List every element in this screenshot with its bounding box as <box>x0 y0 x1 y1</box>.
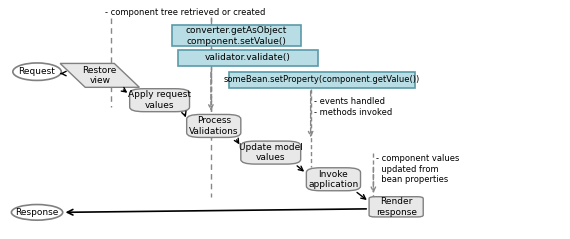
Text: validator.validate(): validator.validate() <box>205 53 291 62</box>
Text: Update model
values: Update model values <box>239 143 303 162</box>
Text: Process
Validations: Process Validations <box>189 116 238 136</box>
Text: Response: Response <box>15 208 59 217</box>
Text: Apply request
values: Apply request values <box>128 91 191 110</box>
Text: Invoke
application: Invoke application <box>308 169 359 189</box>
Text: - events handled
- methods invoked: - events handled - methods invoked <box>314 98 392 117</box>
FancyBboxPatch shape <box>307 168 360 191</box>
Text: - component tree retrieved or created: - component tree retrieved or created <box>105 8 266 16</box>
Text: - component values
  updated from
  bean properties: - component values updated from bean pro… <box>376 154 459 184</box>
Text: Request: Request <box>19 67 55 76</box>
Ellipse shape <box>11 205 63 220</box>
Text: Render
response: Render response <box>376 197 417 217</box>
FancyBboxPatch shape <box>172 25 301 46</box>
Text: converter.getAsObject
component.setValue(): converter.getAsObject component.setValue… <box>186 26 287 46</box>
FancyBboxPatch shape <box>241 141 301 164</box>
FancyBboxPatch shape <box>130 89 189 112</box>
Text: Restore
view: Restore view <box>83 66 117 85</box>
FancyBboxPatch shape <box>369 197 423 217</box>
FancyBboxPatch shape <box>187 114 241 137</box>
Polygon shape <box>60 63 140 87</box>
Text: someBean.setProperty(component.getValue()): someBean.setProperty(component.getValue(… <box>224 76 420 84</box>
Ellipse shape <box>13 63 62 81</box>
FancyBboxPatch shape <box>229 72 415 88</box>
FancyBboxPatch shape <box>178 50 318 66</box>
